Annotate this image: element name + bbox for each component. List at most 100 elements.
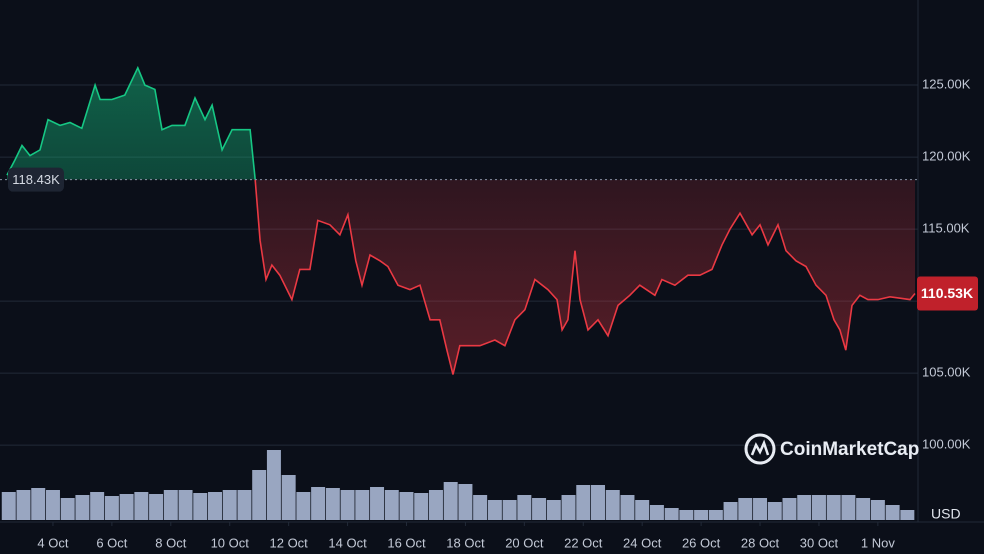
volume-bar (679, 510, 694, 520)
volume-bar (119, 494, 134, 520)
baseline-tag (8, 167, 64, 192)
volume-bar (31, 488, 46, 520)
watermark-text: CoinMarketCap (780, 439, 919, 460)
volume-bar (60, 498, 75, 520)
volume-bar (16, 490, 31, 520)
x-tick-label: 30 Oct (800, 535, 839, 550)
volume-bar (104, 496, 119, 520)
last-price-label: 110.53K (921, 285, 973, 301)
volume-bar (738, 498, 753, 520)
volume-bar (590, 485, 605, 520)
volume-bar (384, 490, 399, 520)
volume-bar (370, 487, 385, 520)
volume-bar (826, 495, 841, 520)
volume-bar (428, 490, 443, 520)
volume-bar (576, 485, 591, 520)
logo (744, 433, 776, 465)
watermark: CoinMarketCap (744, 433, 919, 465)
volume-bar (281, 475, 296, 520)
x-tick-label: 6 Oct (96, 535, 127, 550)
volume-bar (811, 495, 826, 520)
volume-bar (208, 492, 222, 520)
volume-bar (443, 482, 458, 520)
volume-bar (635, 500, 650, 520)
x-tick-label: 8 Oct (155, 535, 186, 550)
y-tick-label: 120.00K (922, 149, 971, 164)
x-tick-label: 16 Oct (387, 535, 426, 550)
x-tick-label: 20 Oct (505, 535, 544, 550)
x-tick-label: 24 Oct (623, 535, 662, 550)
volume-bar (178, 490, 193, 520)
volume-bar (340, 490, 355, 520)
area-down (7, 179, 915, 375)
volume-bar (266, 450, 281, 520)
volume-bar (782, 498, 797, 520)
x-tick-label: 14 Oct (328, 535, 367, 550)
volume-bar (502, 500, 517, 520)
volume-bar (399, 492, 414, 520)
volume-bar (723, 502, 738, 520)
volume-bar (517, 495, 532, 520)
price-line-up (6, 65, 256, 180)
volume-bar (1, 492, 16, 520)
y-tick-label: 115.00K (922, 221, 970, 236)
volume-bar (649, 505, 664, 520)
volume-bar (90, 492, 105, 520)
tags: 118.43K 110.53K (0, 167, 978, 311)
volume-bar (620, 495, 635, 520)
price-line-down (254, 179, 916, 375)
volume (1, 450, 915, 520)
unit-label: USD (931, 506, 961, 522)
volume-bar (414, 493, 429, 520)
volume-bar (546, 500, 561, 520)
area-up (7, 67, 256, 180)
x-tick-label: 1 Nov (861, 535, 895, 550)
x-tick-label: 26 Oct (682, 535, 721, 550)
x-tick-label: 10 Oct (211, 535, 250, 550)
volume-bar (75, 495, 90, 520)
volume-bar (193, 493, 208, 520)
volume-bar (767, 502, 782, 520)
y-tick-label: 105.00K (922, 365, 971, 380)
x-tick-label: 18 Oct (446, 535, 485, 550)
y-tick-label: 100.00K (922, 437, 971, 452)
volume-bar (708, 510, 723, 520)
x-tick-label: 12 Oct (270, 535, 309, 550)
volume-bar (664, 508, 679, 520)
volume-bar (222, 490, 237, 520)
volume-bar (841, 495, 856, 520)
x-tick-label: 28 Oct (741, 535, 780, 550)
volume-bar (237, 490, 252, 520)
volume-bar (487, 500, 502, 520)
volume-bar (163, 490, 178, 520)
x-tick-label: 4 Oct (37, 535, 68, 550)
volume-bar (605, 490, 620, 520)
price (6, 65, 916, 375)
volume-bar (473, 495, 488, 520)
volume-bar (296, 492, 311, 520)
volume-bar (45, 490, 60, 520)
volume-bar (532, 498, 547, 520)
volume-bar (797, 495, 812, 520)
volume-bar (856, 498, 871, 520)
volume-bar (753, 498, 768, 520)
volume-bar (355, 490, 370, 520)
y-tick-label: 125.00K (922, 76, 971, 91)
volume-bar (252, 470, 267, 520)
last-price-tag (917, 276, 978, 311)
volume-bar (325, 488, 340, 520)
x-tick-label: 22 Oct (564, 535, 603, 550)
logo-mark (750, 439, 770, 456)
volume-bar (885, 505, 900, 520)
volume-bar (134, 492, 149, 520)
baseline-label: 118.43K (12, 172, 60, 187)
volume-bar (870, 500, 885, 520)
volume-bar (311, 487, 326, 520)
volume-bar (149, 494, 164, 520)
volume-bar (458, 484, 473, 520)
volume-bar (561, 495, 576, 520)
volume-bar (694, 510, 709, 520)
volume-bar (900, 510, 915, 520)
